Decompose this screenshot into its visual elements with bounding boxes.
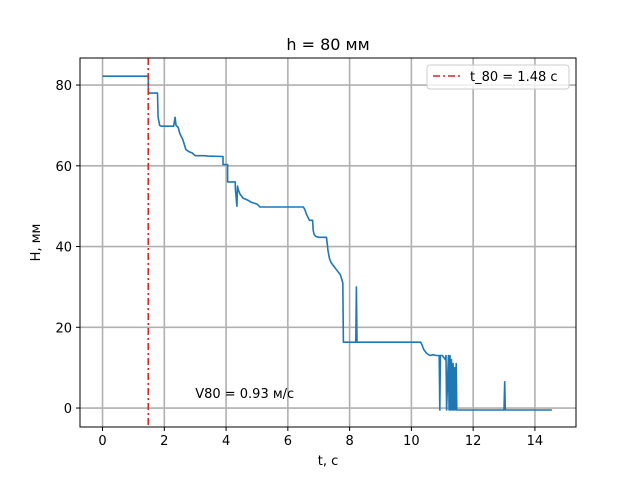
x-tick-label: 6: [284, 434, 292, 449]
plot-area: [102, 58, 552, 427]
chart-title: h = 80 мм: [286, 35, 369, 54]
legend: t_80 = 1.48 с: [426, 64, 570, 90]
axes-frame: [79, 57, 577, 428]
x-tick-label: 8: [345, 434, 353, 449]
x-tick-label: 14: [527, 434, 544, 449]
y-tick-label: 40: [55, 241, 72, 256]
y-tick-label: 60: [55, 160, 72, 175]
y-tick-label: 20: [55, 321, 72, 336]
x-tick-label: 10: [403, 434, 420, 449]
velocity-annotation: V80 = 0.93 м/с: [195, 387, 294, 402]
x-tick-label: 4: [222, 434, 230, 449]
y-tick-label: 0: [64, 402, 72, 417]
y-tick-label: 80: [55, 79, 72, 94]
x-tick-label: 12: [465, 434, 482, 449]
ticks: 0 2 4 6 8 10 12 14 0 20 40 60 80: [55, 79, 543, 449]
legend-box: [426, 64, 570, 90]
x-tick-label: 0: [98, 434, 106, 449]
x-axis-label: t, с: [318, 454, 339, 469]
legend-label-vline: t_80 = 1.48 с: [470, 70, 558, 85]
y-axis-label: H, мм: [29, 224, 44, 262]
x-tick-label: 2: [160, 434, 168, 449]
series-line: [102, 75, 552, 411]
